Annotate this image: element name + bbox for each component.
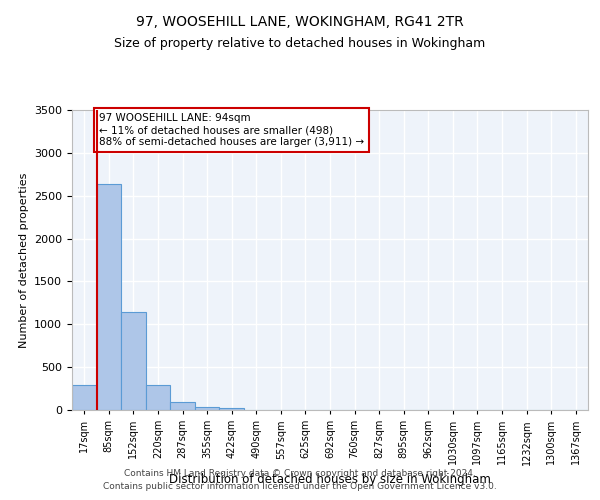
Bar (146, 384, 170, 410)
Bar (220, 408, 244, 410)
Text: Contains public sector information licensed under the Open Government Licence v3: Contains public sector information licen… (103, 482, 497, 491)
Bar (72, 385, 97, 410)
Text: Size of property relative to detached houses in Wokingham: Size of property relative to detached ho… (115, 38, 485, 51)
Bar (195, 407, 220, 410)
Bar (97, 184, 121, 410)
Y-axis label: Number of detached properties: Number of detached properties (19, 172, 29, 348)
Text: 97, WOOSEHILL LANE, WOKINGHAM, RG41 2TR: 97, WOOSEHILL LANE, WOKINGHAM, RG41 2TR (136, 15, 464, 29)
Text: Contains HM Land Registry data © Crown copyright and database right 2024.: Contains HM Land Registry data © Crown c… (124, 468, 476, 477)
Bar (170, 402, 195, 410)
Text: 97 WOOSEHILL LANE: 94sqm
← 11% of detached houses are smaller (498)
88% of semi-: 97 WOOSEHILL LANE: 94sqm ← 11% of detach… (99, 114, 364, 146)
X-axis label: Distribution of detached houses by size in Wokingham: Distribution of detached houses by size … (169, 473, 491, 486)
Bar (121, 312, 146, 410)
